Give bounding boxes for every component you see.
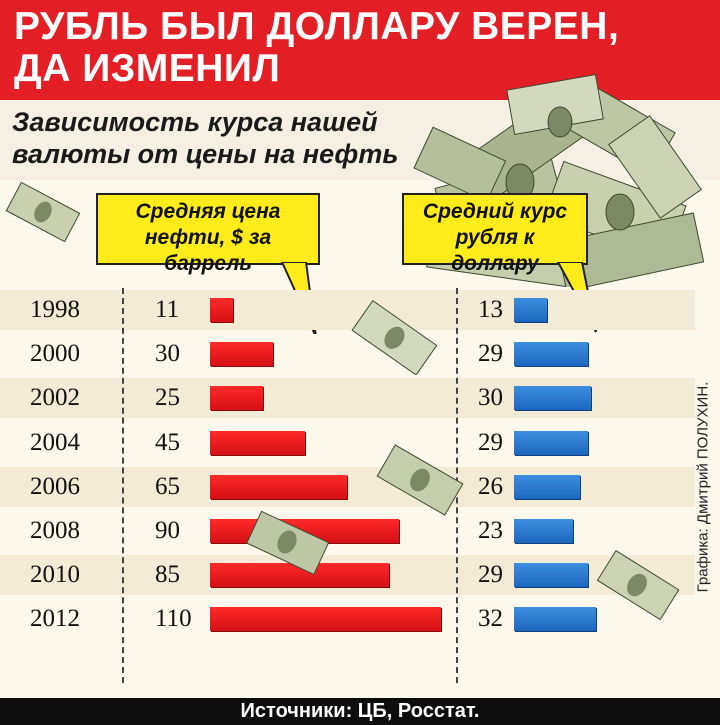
subtitle-line-2: валюты от цены на нефть — [12, 139, 399, 169]
title-line-1: РУБЛЬ БЫЛ ДОЛЛАРУ ВЕРЕН, — [14, 5, 620, 48]
oil-price-value: 45 — [155, 428, 180, 456]
ruble-rate-value: 13 — [478, 296, 503, 323]
oil-price-value: 11 — [155, 296, 180, 323]
ruble-rate-bar — [514, 563, 588, 588]
ruble-rate-callout: Средний курс рубля к доллару — [402, 193, 588, 275]
oil-callout-line-2: нефти, $ за баррель — [144, 226, 272, 275]
ruble-rate-value: 29 — [478, 561, 503, 589]
year-label: 2006 — [30, 472, 80, 500]
oil-callout-line-1: Средняя цена — [135, 200, 281, 223]
chart-row — [0, 466, 695, 507]
graphics-credit: Графика: Дмитрий ПОЛУХИН. — [688, 352, 718, 622]
ruble-rate-value: 30 — [478, 384, 503, 412]
year-label: 2008 — [30, 517, 80, 544]
title-line-2: ДА ИЗМЕНИЛ — [14, 47, 281, 90]
year-label: 2012 — [30, 605, 80, 633]
year-label: 2010 — [30, 561, 80, 589]
year-label: 2000 — [30, 340, 80, 368]
ruble-rate-value: 26 — [478, 472, 503, 500]
chart-row — [0, 334, 695, 375]
ruble-callout-line-2: рубля к доллару — [451, 226, 539, 275]
ruble-rate-value: 29 — [478, 428, 503, 456]
credit-text: Графика: Дмитрий ПОЛУХИН. — [694, 381, 712, 593]
dollar-bill-icon — [246, 510, 330, 576]
ruble-rate-bar — [514, 298, 548, 322]
oil-price-callout: Средняя цена нефти, $ за баррель — [96, 193, 320, 275]
oil-price-value: 110 — [155, 605, 192, 633]
ruble-rate-bar — [514, 430, 588, 455]
chart-row — [0, 422, 695, 463]
dollar-bill-icon — [351, 300, 438, 375]
chart-row — [0, 290, 695, 330]
ruble-rate-value: 23 — [478, 517, 503, 544]
ruble-rate-value: 29 — [478, 340, 503, 368]
ruble-rate-bar — [514, 607, 596, 632]
ruble-rate-bar — [514, 386, 591, 411]
year-label: 2002 — [30, 384, 80, 412]
oil-price-value: 65 — [155, 472, 180, 500]
oil-price-bar — [210, 430, 305, 455]
oil-price-value: 90 — [155, 517, 180, 544]
year-label: 1998 — [30, 296, 80, 323]
oil-price-value: 25 — [155, 384, 180, 412]
header-banner: РУБЛЬ БЫЛ ДОЛЛАРУ ВЕРЕН, ДА ИЗМЕНИЛ — [0, 0, 720, 100]
oil-price-value: 85 — [155, 561, 180, 589]
chart-row — [0, 378, 695, 419]
dollar-bill-icon — [376, 444, 464, 516]
sources-footer: Источники: ЦБ, Росстат. — [0, 698, 720, 725]
oil-price-bar — [210, 607, 441, 632]
year-label: 2004 — [30, 428, 80, 456]
subtitle-line-1: Зависимость курса нашей — [12, 107, 378, 137]
ruble-rate-bar — [514, 519, 573, 543]
ruble-rate-bar — [514, 474, 581, 499]
ruble-callout-line-1: Средний курс — [422, 200, 568, 223]
oil-price-bar — [210, 474, 347, 499]
dollar-bill-icon — [596, 549, 680, 621]
oil-price-value: 30 — [155, 340, 180, 368]
ruble-rate-value: 32 — [478, 605, 503, 633]
dollar-bill-icon — [5, 182, 81, 242]
year-separator-line — [122, 288, 124, 683]
ruble-rate-bar — [514, 342, 588, 367]
oil-price-bar — [210, 386, 263, 411]
sources-text: Источники: ЦБ, Росстат. — [240, 700, 480, 722]
oil-price-bar — [210, 342, 273, 367]
oil-price-bar — [210, 298, 234, 322]
